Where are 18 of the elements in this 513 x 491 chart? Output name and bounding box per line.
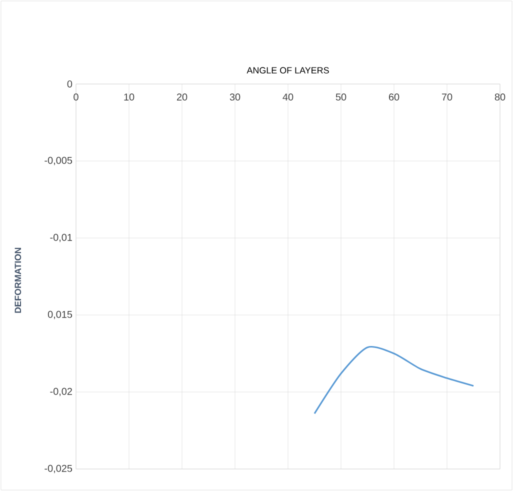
y-tick-label: 0,015 — [48, 310, 72, 320]
y-axis-title: DEFORMATION — [14, 248, 22, 313]
y-tick-label: -0,025 — [44, 464, 72, 474]
x-tick-label: 10 — [124, 94, 134, 101]
x-tick-label: 20 — [176, 94, 188, 101]
x-tick-label: 80 — [494, 94, 506, 101]
x-tick-label: 30 — [230, 94, 240, 101]
y-tick-label: -0,005 — [44, 156, 72, 166]
y-tick-label: -0,02 — [50, 388, 72, 396]
x-axis-title: ANGLE OF LAYERS — [246, 67, 329, 74]
x-tick-label: 0 — [74, 94, 78, 101]
y-tick-label: -0,01 — [50, 234, 72, 242]
x-tick-label: 50 — [336, 94, 346, 101]
line-series — [314, 346, 474, 414]
x-tick-label: 40 — [282, 94, 294, 101]
y-tick-label: 0 — [67, 80, 72, 88]
x-tick-label: 60 — [388, 94, 400, 101]
x-tick-label: 70 — [442, 94, 452, 101]
